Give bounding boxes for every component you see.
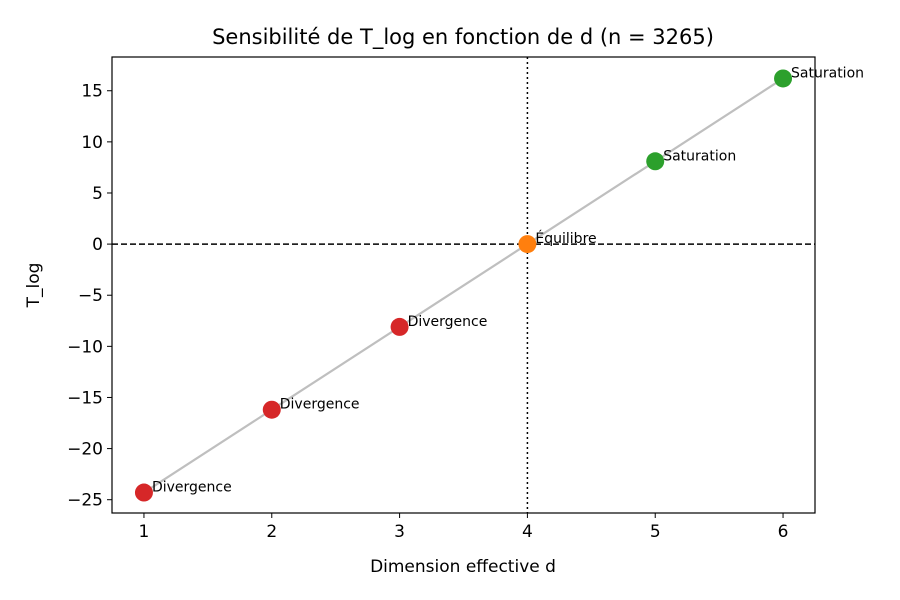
y-tick-label: −20 bbox=[67, 440, 103, 460]
x-tick-label: 1 bbox=[139, 522, 150, 542]
data-point bbox=[262, 400, 281, 419]
reference-lines bbox=[112, 57, 815, 513]
data-point-label: Divergence bbox=[408, 314, 488, 330]
data-points bbox=[134, 69, 793, 502]
x-tick-label: 5 bbox=[650, 522, 661, 542]
y-axis-ticks: −25 −20 −15 −10 −5 0 5 10 15 bbox=[67, 82, 112, 511]
y-axis-label: T_log bbox=[24, 263, 44, 309]
y-tick-label: −25 bbox=[67, 491, 103, 511]
x-tick-label: 6 bbox=[778, 522, 789, 542]
x-axis-ticks: 1 2 3 4 5 6 bbox=[139, 513, 789, 542]
x-tick-label: 2 bbox=[266, 522, 277, 542]
point-labels: Divergence Divergence Divergence Équilibre S… bbox=[152, 65, 864, 495]
x-tick-label: 3 bbox=[394, 522, 405, 542]
series-line-group bbox=[143, 77, 784, 494]
y-tick-label: 10 bbox=[81, 133, 103, 153]
data-point bbox=[390, 317, 409, 336]
data-point bbox=[774, 69, 793, 88]
y-tick-label: 0 bbox=[92, 235, 103, 255]
plot-frame bbox=[111, 56, 816, 514]
x-axis-label: Dimension effective d bbox=[370, 557, 556, 577]
chart-title: Sensibilité de T_log en fonction de d (n… bbox=[212, 25, 714, 50]
data-point-label: Saturation bbox=[791, 65, 864, 81]
y-tick-label: −15 bbox=[67, 388, 103, 408]
data-point bbox=[518, 235, 537, 254]
data-point-label: Saturation bbox=[663, 148, 736, 164]
x-tick-label: 4 bbox=[522, 522, 533, 542]
series-line bbox=[143, 77, 784, 494]
data-point-label: Équilibre bbox=[535, 230, 596, 247]
data-point-label: Divergence bbox=[152, 480, 232, 496]
data-point-label: Divergence bbox=[280, 397, 360, 413]
data-point bbox=[134, 483, 153, 502]
y-tick-label: 15 bbox=[81, 82, 103, 102]
y-tick-label: −5 bbox=[78, 286, 103, 306]
data-point bbox=[646, 152, 665, 171]
y-tick-label: −10 bbox=[67, 337, 103, 357]
y-tick-label: 5 bbox=[92, 184, 103, 204]
